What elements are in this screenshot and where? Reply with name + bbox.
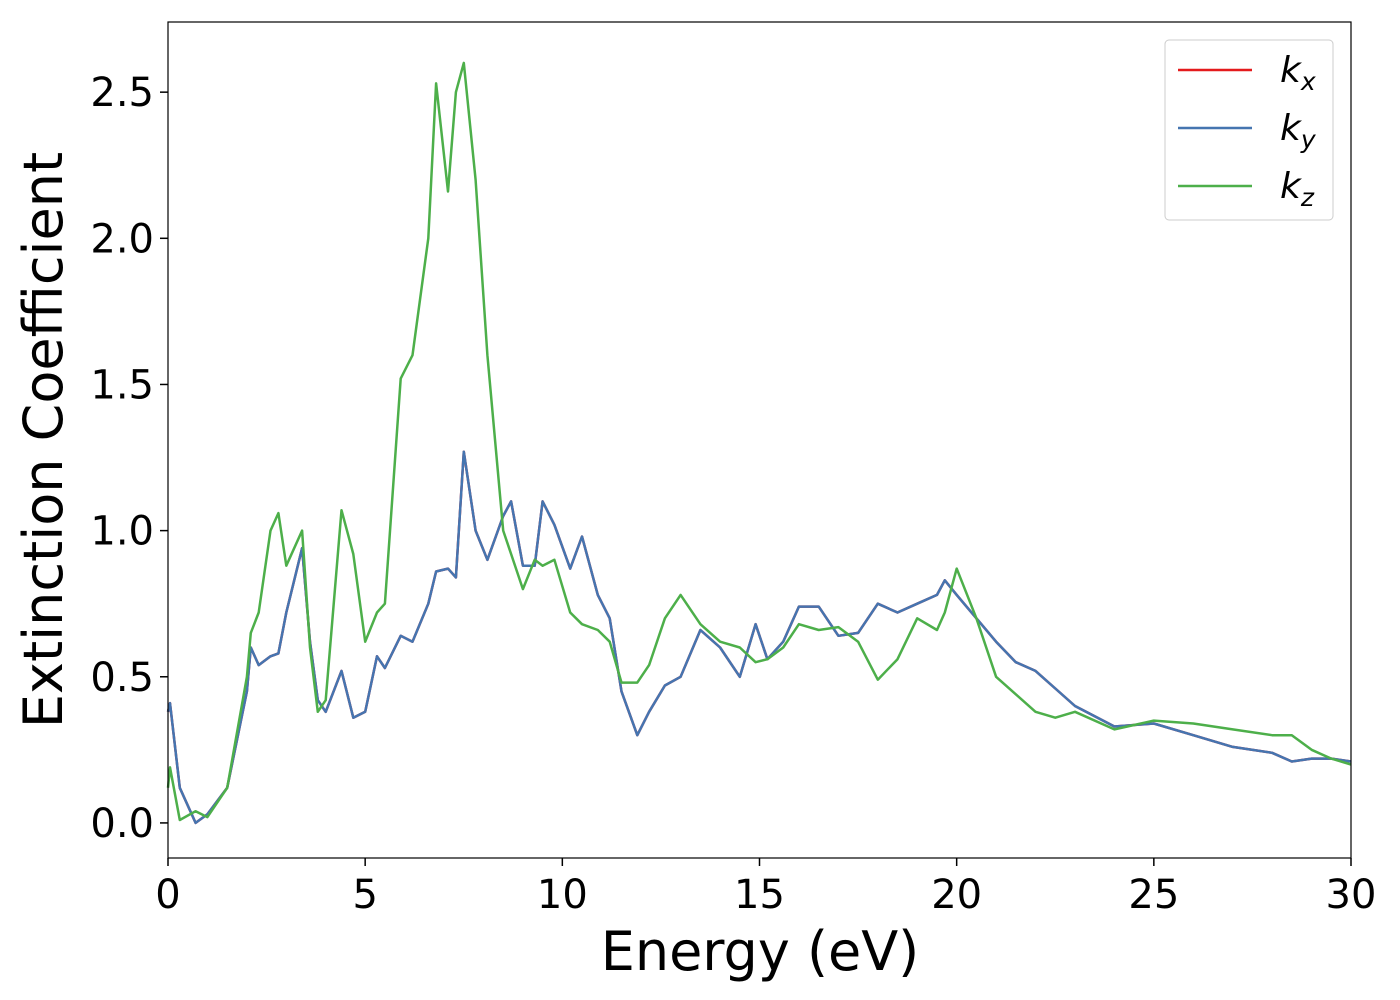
y-tick-label: 1.5 <box>90 362 154 408</box>
y-tick-label: 2.5 <box>90 70 154 116</box>
x-tick-label: 20 <box>931 872 982 918</box>
legend-label: ky <box>1280 108 1317 154</box>
x-tick-label: 0 <box>155 872 180 918</box>
x-tick-label: 30 <box>1326 872 1377 918</box>
legend-label: kx <box>1280 50 1316 96</box>
x-tick-label: 10 <box>537 872 588 918</box>
data-line <box>166 61 1352 822</box>
y-tick-label: 2.0 <box>90 216 154 262</box>
x-tick-label: 25 <box>1128 872 1179 918</box>
legend-label: kz <box>1280 166 1315 212</box>
x-axis-label: Energy (eV) <box>601 920 920 983</box>
y-tick-label: 1.0 <box>90 509 154 555</box>
data-line <box>166 450 1352 825</box>
x-tick-label: 15 <box>734 872 785 918</box>
y-tick-label: 0.5 <box>90 655 154 701</box>
y-axis-label: Extinction Coefficient <box>12 152 75 728</box>
y-tick-label: 0.0 <box>90 801 154 847</box>
legend-box <box>1164 39 1334 221</box>
x-tick-label: 5 <box>352 872 377 918</box>
plot-frame <box>167 21 1352 859</box>
